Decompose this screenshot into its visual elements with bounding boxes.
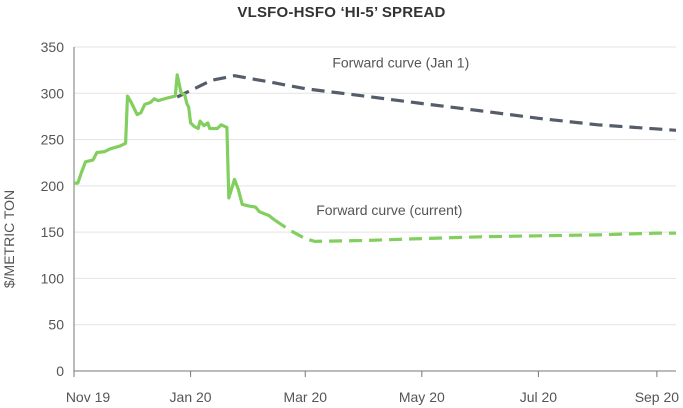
y-tick-label: 100	[41, 270, 65, 286]
x-tick-label: Nov 19	[66, 389, 111, 405]
annotations: Forward curve (Jan 1) Forward curve (curr…	[316, 55, 469, 218]
x-tick-label: Jan 20	[170, 389, 212, 405]
y-tick-label: 300	[41, 85, 65, 101]
y-tick-labels: 0 50 100 150 200 250 300 350	[41, 39, 65, 379]
x-tick-label: May 20	[399, 389, 445, 405]
y-tick-label: 0	[56, 363, 64, 379]
annotation-label: Forward curve (current)	[316, 202, 462, 218]
y-tick-label: 250	[41, 132, 65, 148]
axes	[73, 47, 676, 372]
y-tick-label: 50	[48, 317, 64, 333]
y-tick-label: 150	[41, 224, 65, 240]
y-tick-label: 200	[41, 178, 65, 194]
x-tick-label: Mar 20	[283, 389, 327, 405]
series-line-actual	[74, 73, 276, 222]
x-tick-label: Jul 20	[520, 389, 558, 405]
gridlines	[74, 46, 676, 326]
series-line-dashed	[176, 74, 677, 132]
x-tick-label: Sep 20	[635, 389, 680, 405]
y-axis-title: $/METRIC TON	[1, 190, 17, 288]
y-tick-label: 350	[41, 39, 65, 55]
chart-title: VLSFO-HSFO ‘HI-5’ SPREAD	[237, 4, 446, 21]
series-line-dashed	[273, 218, 676, 243]
series-lines	[74, 73, 677, 243]
x-tick-labels: Nov 19 Jan 20 Mar 20 May 20 Jul 20 Sep 20	[66, 371, 679, 405]
annotation-label: Forward curve (Jan 1)	[332, 55, 469, 71]
